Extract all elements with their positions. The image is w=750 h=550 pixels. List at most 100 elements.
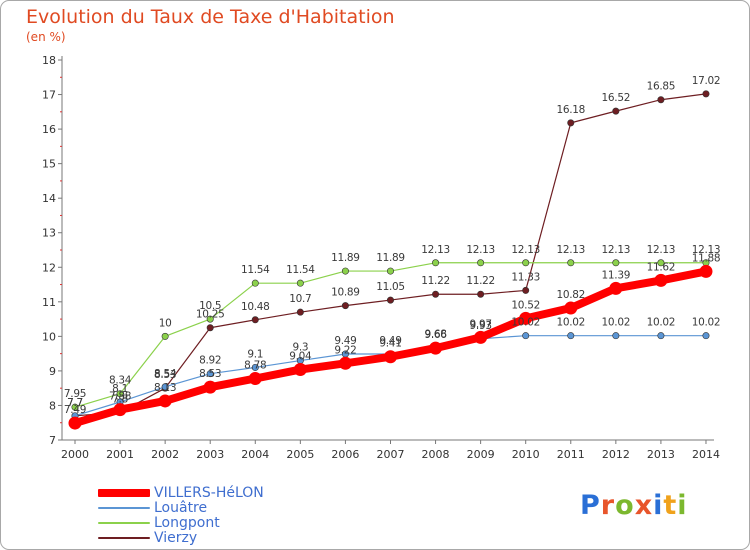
- data-point: [386, 267, 394, 275]
- x-tick-label: 2000: [61, 448, 89, 461]
- data-point: [564, 301, 578, 315]
- data-point: [432, 259, 440, 267]
- data-label: 10.89: [331, 287, 360, 299]
- legend-label: Vierzy: [154, 529, 198, 546]
- legend-item: Longpont: [98, 514, 264, 531]
- data-label: 11.05: [376, 281, 405, 293]
- data-point: [657, 259, 665, 267]
- data-label: 12.13: [511, 244, 540, 256]
- data-label: 10.25: [196, 309, 225, 321]
- legend-swatch: [98, 536, 150, 539]
- data-label: 9.22: [334, 344, 356, 356]
- data-label: 10: [159, 317, 172, 329]
- x-tick-label: 2008: [422, 448, 450, 461]
- data-label: 10.7: [289, 293, 311, 305]
- x-tick-label: 2004: [241, 448, 269, 461]
- data-point: [293, 363, 307, 377]
- data-point: [161, 383, 169, 391]
- data-label: 8.78: [244, 360, 266, 372]
- data-point: [699, 264, 713, 278]
- chart-unit: (en %): [26, 30, 66, 44]
- data-label: 9.49: [334, 335, 356, 347]
- data-label: 10.02: [692, 317, 721, 329]
- data-point: [203, 380, 217, 394]
- data-label: 11.22: [421, 275, 450, 287]
- data-point: [612, 259, 620, 267]
- data-label: 9.41: [379, 338, 401, 350]
- data-label: 9.68: [424, 328, 446, 340]
- data-label: 7.7: [67, 397, 83, 409]
- logo-letter: r: [600, 490, 616, 521]
- data-point: [68, 416, 82, 430]
- legend-swatch: [98, 521, 150, 524]
- legend-swatch: [98, 506, 150, 509]
- x-tick-label: 2007: [376, 448, 404, 461]
- data-point: [158, 394, 172, 408]
- data-point: [657, 96, 665, 104]
- data-point: [296, 308, 304, 316]
- x-tick-label: 2002: [151, 448, 179, 461]
- data-point: [206, 324, 214, 332]
- x-tick-label: 2005: [286, 448, 314, 461]
- data-point: [296, 279, 304, 287]
- legend-item: VILLERS-HéLON: [98, 484, 264, 501]
- data-point: [657, 332, 665, 340]
- logo-letter: i: [677, 490, 688, 521]
- data-label: 11.33: [511, 271, 540, 283]
- logo-letter: P: [580, 490, 601, 521]
- data-label: 7.95: [64, 388, 86, 400]
- data-label: 16.85: [647, 81, 676, 93]
- data-point: [251, 279, 259, 287]
- data-label: 11.54: [241, 264, 270, 276]
- legend-label: Longpont: [154, 514, 220, 531]
- legend-item: Vierzy: [98, 529, 264, 546]
- data-point: [474, 330, 488, 344]
- data-point: [567, 119, 575, 127]
- data-label: 12.13: [556, 244, 585, 256]
- data-point: [341, 267, 349, 275]
- x-tick-label: 2006: [331, 448, 359, 461]
- data-label: 9.49: [379, 335, 401, 347]
- data-label: 12.13: [602, 244, 631, 256]
- y-tick-label: 13: [42, 227, 56, 240]
- data-label: 9.04: [289, 351, 312, 363]
- data-point: [432, 290, 440, 298]
- data-point: [702, 332, 710, 340]
- y-tick-label: 12: [42, 261, 56, 274]
- legend-label: VILLERS-HéLON: [154, 484, 264, 501]
- x-tick-label: 2011: [557, 448, 585, 461]
- data-point: [206, 370, 214, 378]
- x-tick-label: 2003: [196, 448, 224, 461]
- data-label: 16.18: [556, 104, 585, 116]
- data-label: 8.53: [199, 368, 221, 380]
- data-point: [654, 273, 668, 287]
- data-label: 11.39: [602, 269, 631, 281]
- data-label: 11.54: [286, 264, 315, 276]
- data-label: 9.93: [470, 320, 492, 332]
- data-point: [567, 332, 575, 340]
- data-label: 12.13: [692, 244, 721, 256]
- data-label: 10.02: [511, 317, 540, 329]
- data-point: [612, 107, 620, 115]
- proxiti-logo: Proxiti: [580, 490, 688, 521]
- y-tick-label: 14: [42, 192, 56, 205]
- data-label: 9.66: [424, 329, 447, 341]
- data-label: 12.13: [466, 244, 495, 256]
- y-tick-label: 16: [42, 123, 56, 136]
- y-tick-label: 8: [49, 399, 56, 412]
- data-label: 7.88: [109, 391, 131, 403]
- data-label: 8.53: [154, 369, 176, 381]
- data-point: [248, 372, 262, 386]
- legend-swatch: [98, 488, 150, 497]
- chart-legend: VILLERS-HéLON Louâtre Longpont Vierzy: [98, 484, 264, 546]
- data-point: [429, 341, 443, 355]
- data-point: [338, 356, 352, 370]
- y-tick-label: 18: [42, 54, 56, 67]
- data-label: 11.89: [331, 252, 360, 264]
- data-label: 11.22: [466, 275, 495, 287]
- data-label: 12.13: [647, 244, 676, 256]
- x-tick-label: 2012: [602, 448, 630, 461]
- data-point: [341, 302, 349, 310]
- legend-label: Louâtre: [154, 499, 208, 516]
